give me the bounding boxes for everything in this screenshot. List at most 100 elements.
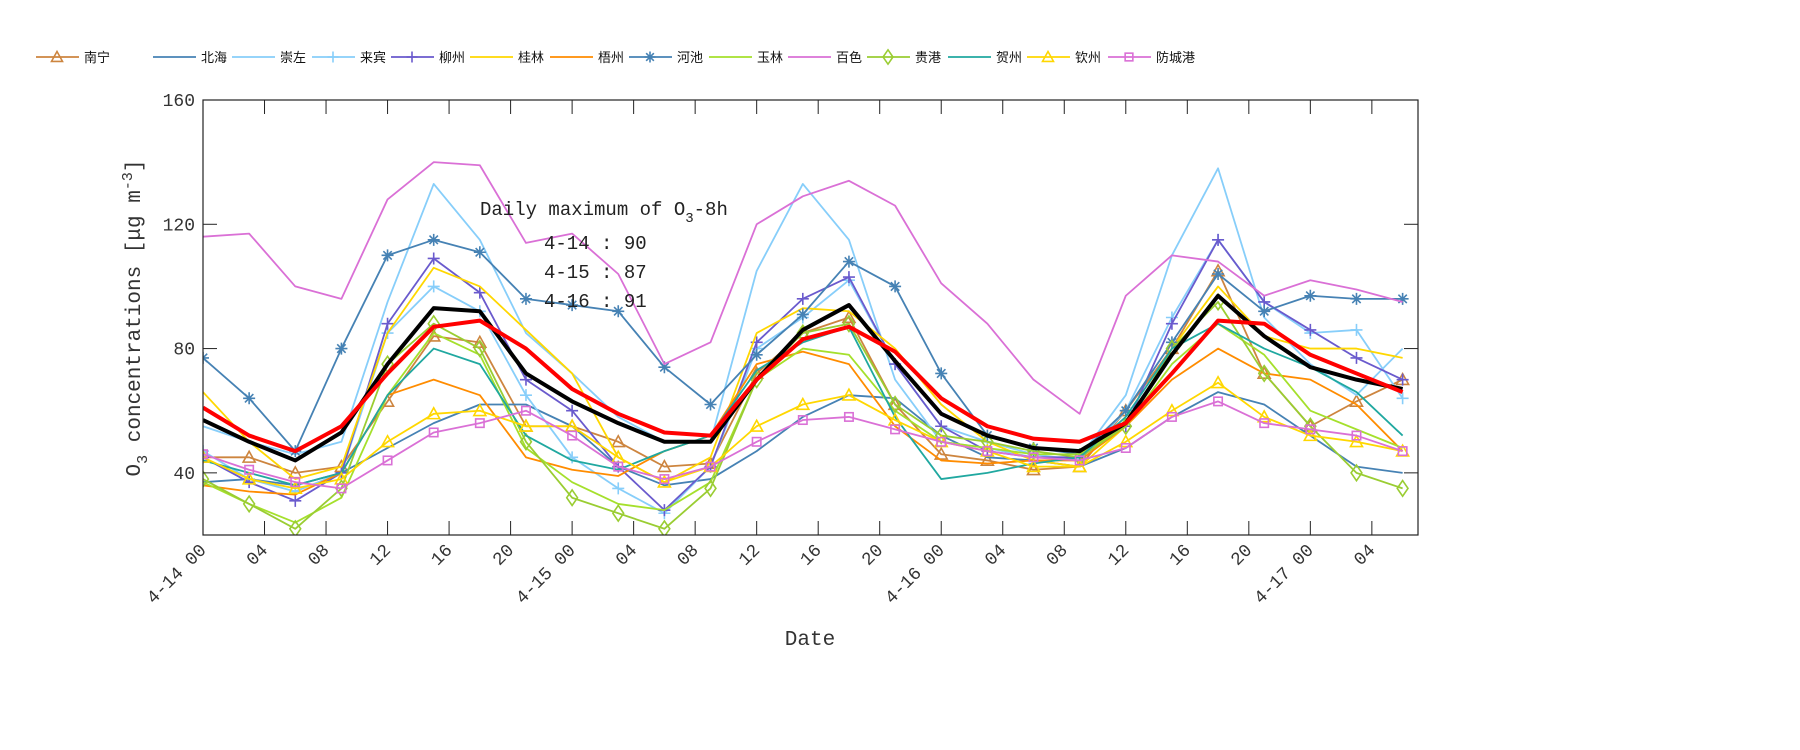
x-tick-label: 4-16 00 [882, 541, 950, 609]
data-point-marker [241, 471, 257, 485]
annotation: Daily maximum of O3-8h 4-14 : 90 4-15 : … [480, 199, 728, 313]
series-北海 [203, 391, 1403, 487]
y-axis-label: O3 concentrations [μg m-3] [120, 160, 152, 477]
data-point-marker [1026, 462, 1041, 476]
data-point-marker [796, 292, 809, 305]
legend-item-贵港: 贵港 [867, 48, 941, 66]
series-防城港 [203, 396, 1408, 494]
data-point-marker [1305, 424, 1316, 435]
legend-marker [327, 51, 339, 63]
data-point-marker [288, 519, 302, 535]
legend-label: 来宾 [360, 50, 386, 66]
legend-label: 玉林 [757, 51, 783, 66]
data-point-marker [1396, 292, 1409, 305]
data-point-marker [203, 449, 211, 463]
series-line [203, 322, 1404, 487]
data-point-marker [1257, 364, 1271, 383]
data-point-marker [842, 271, 855, 284]
legend-label: 钦州 [1075, 51, 1101, 66]
data-point-marker [1396, 373, 1409, 386]
data-point-marker [796, 308, 809, 321]
data-point-marker [518, 418, 534, 432]
data-point-marker [797, 415, 808, 426]
data-point-marker [890, 424, 901, 435]
y-tick-label: 80 [173, 341, 195, 361]
data-point-marker [657, 458, 672, 473]
data-point-marker [520, 405, 531, 416]
legend-marker [1124, 52, 1134, 62]
series-百色 [203, 161, 1403, 415]
data-point-marker [427, 252, 440, 265]
series-line [203, 266, 1403, 484]
data-point-marker [1350, 292, 1363, 305]
data-point-marker [1212, 233, 1225, 246]
annotation-line-4-15: 4-15 : 87 [544, 262, 647, 284]
data-point-marker [427, 280, 440, 293]
series-series-14 [203, 293, 1404, 463]
legend-item-来宾: 来宾 [312, 50, 386, 66]
data-point-marker [612, 305, 625, 318]
legend-item-桂林: 桂林 [470, 51, 544, 66]
data-point-marker [241, 449, 257, 463]
x-tick-label: 16 [428, 541, 457, 570]
plot-area: 4-14 00 04 08 12 16 204-15 00 04 08 12 16 204-16 0… [144, 92, 1419, 609]
series-桂林 [203, 266, 1403, 484]
data-point-marker [244, 464, 255, 475]
x-tick-label: 12 [366, 541, 395, 570]
data-point-marker [842, 255, 855, 268]
data-point-marker [380, 434, 395, 448]
legend: 南宁 北海 崇左 来宾 柳州 桂林 梧州 河池 玉林 百色 贵港 贺州 钦州 防城港 [36, 48, 1195, 66]
data-point-marker [1349, 393, 1364, 407]
data-point-marker [749, 418, 765, 432]
data-point-marker [841, 309, 857, 324]
legend-label: 柳州 [439, 51, 465, 66]
data-point-marker [336, 483, 347, 494]
x-tick-label: 4-17 00 [1251, 541, 1319, 609]
x-tick-label: 08 [305, 541, 334, 570]
data-point-marker [427, 233, 440, 246]
x-tick-label: 12 [1105, 541, 1134, 570]
annotation-line-4-14: 4-14 : 90 [544, 233, 647, 255]
data-point-marker [381, 317, 394, 330]
data-point-marker [566, 404, 579, 417]
x-tick-label: 12 [735, 541, 764, 570]
data-point-marker [1397, 446, 1408, 457]
data-point-marker [1120, 442, 1131, 453]
series-series-15 [203, 318, 1404, 454]
data-point-marker [658, 361, 671, 374]
data-point-marker [473, 286, 486, 299]
data-point-marker [610, 434, 626, 448]
legend-label: 南宁 [84, 50, 110, 66]
data-point-marker [1165, 336, 1178, 349]
legend-label: 防城港 [1156, 50, 1195, 66]
data-point-marker [1350, 323, 1363, 336]
data-point-marker [472, 403, 488, 417]
legend-label: 梧州 [598, 51, 624, 66]
data-point-marker [1350, 351, 1363, 364]
data-point-marker [1212, 268, 1225, 280]
data-point-marker [1164, 403, 1180, 417]
series-崇左 [203, 167, 1404, 459]
data-point-marker [1351, 430, 1362, 441]
data-point-marker [795, 396, 811, 411]
legend-label: 北海 [201, 51, 227, 66]
series-梧州 [203, 347, 1404, 496]
data-point-marker [841, 387, 857, 401]
data-point-marker [613, 461, 624, 472]
data-point-marker [1118, 434, 1134, 448]
legend-label: 贵港 [915, 51, 941, 66]
data-point-marker [565, 488, 579, 507]
data-point-marker [335, 342, 348, 355]
series-line [203, 381, 1403, 490]
series-贺州 [203, 322, 1404, 487]
data-point-marker [1396, 392, 1409, 405]
legend-item-柳州: 柳州 [391, 51, 465, 66]
legend-label: 桂林 [518, 51, 544, 66]
data-point-marker [1028, 452, 1039, 463]
data-point-marker [704, 479, 717, 498]
x-tick-label: 04 [243, 541, 272, 570]
data-point-marker [843, 411, 854, 422]
data-point-marker [659, 474, 670, 485]
y-tick-label: 40 [173, 465, 195, 485]
data-point-marker [473, 339, 487, 358]
